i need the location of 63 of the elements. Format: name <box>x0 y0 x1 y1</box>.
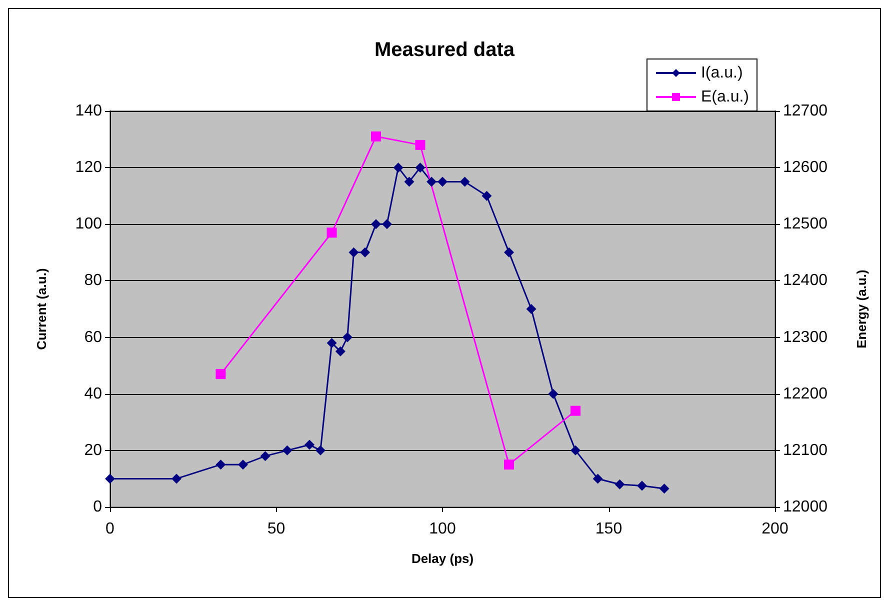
point <box>315 445 326 456</box>
point <box>659 484 670 494</box>
point <box>371 219 381 230</box>
point <box>526 304 536 314</box>
point <box>460 176 470 187</box>
x-tick-label: 200 <box>762 520 788 538</box>
point <box>393 162 404 173</box>
point <box>326 228 337 238</box>
point <box>426 176 437 187</box>
point <box>570 445 580 456</box>
y2-tick-label: 12400 <box>783 272 828 290</box>
y-tick-label: 120 <box>75 159 102 176</box>
y2-tick-label: 12500 <box>783 216 828 233</box>
point <box>348 247 359 258</box>
point <box>105 474 115 484</box>
point <box>404 176 414 187</box>
y2-tick-label: 12300 <box>783 328 828 346</box>
point <box>637 480 647 491</box>
point <box>504 460 514 470</box>
x-tick-label: 50 <box>267 520 286 538</box>
y2-axis-title: Energy (a.u.) <box>854 270 869 348</box>
point <box>360 247 370 258</box>
point <box>482 190 492 201</box>
y2-tick-label: 12700 <box>783 102 828 120</box>
x-axis-title: Delay (ps) <box>411 551 474 566</box>
chart-title: Measured data <box>374 39 516 61</box>
point <box>282 445 292 456</box>
y-tick-label: 40 <box>84 385 102 402</box>
y-tick-label: 100 <box>75 216 102 233</box>
y-tick-label: 60 <box>84 328 102 346</box>
point <box>172 474 182 484</box>
y2-tick-label: 12000 <box>783 498 828 516</box>
point <box>260 451 270 462</box>
y-axis-title: Current (a.u.) <box>34 268 49 350</box>
point <box>548 388 558 399</box>
point <box>216 460 226 470</box>
point <box>238 460 248 470</box>
point <box>504 247 514 258</box>
point <box>415 162 426 173</box>
y2-tick-label: 12200 <box>783 385 828 402</box>
y-tick-label: 140 <box>75 102 102 120</box>
x-tick-label: 0 <box>106 520 115 538</box>
point <box>614 479 625 490</box>
point <box>415 140 426 150</box>
point <box>592 474 603 484</box>
point <box>382 219 392 230</box>
point <box>570 406 580 416</box>
x-tick-label: 100 <box>429 520 456 538</box>
point <box>304 440 314 450</box>
y-tick-label: 80 <box>84 272 102 290</box>
point <box>335 346 346 356</box>
point <box>371 131 381 142</box>
legend-label: E(a.u.) <box>700 88 749 106</box>
legend-label: I(a.u.) <box>700 64 743 82</box>
point <box>216 369 226 380</box>
y-tick-label: 20 <box>84 442 102 459</box>
point <box>342 332 352 342</box>
y2-tick-label: 12600 <box>783 159 828 176</box>
point <box>326 338 337 348</box>
x-tick-label: 150 <box>595 520 622 538</box>
y2-tick-label: 12100 <box>783 442 828 459</box>
y-tick-label: 0 <box>93 498 102 516</box>
point <box>438 176 448 187</box>
